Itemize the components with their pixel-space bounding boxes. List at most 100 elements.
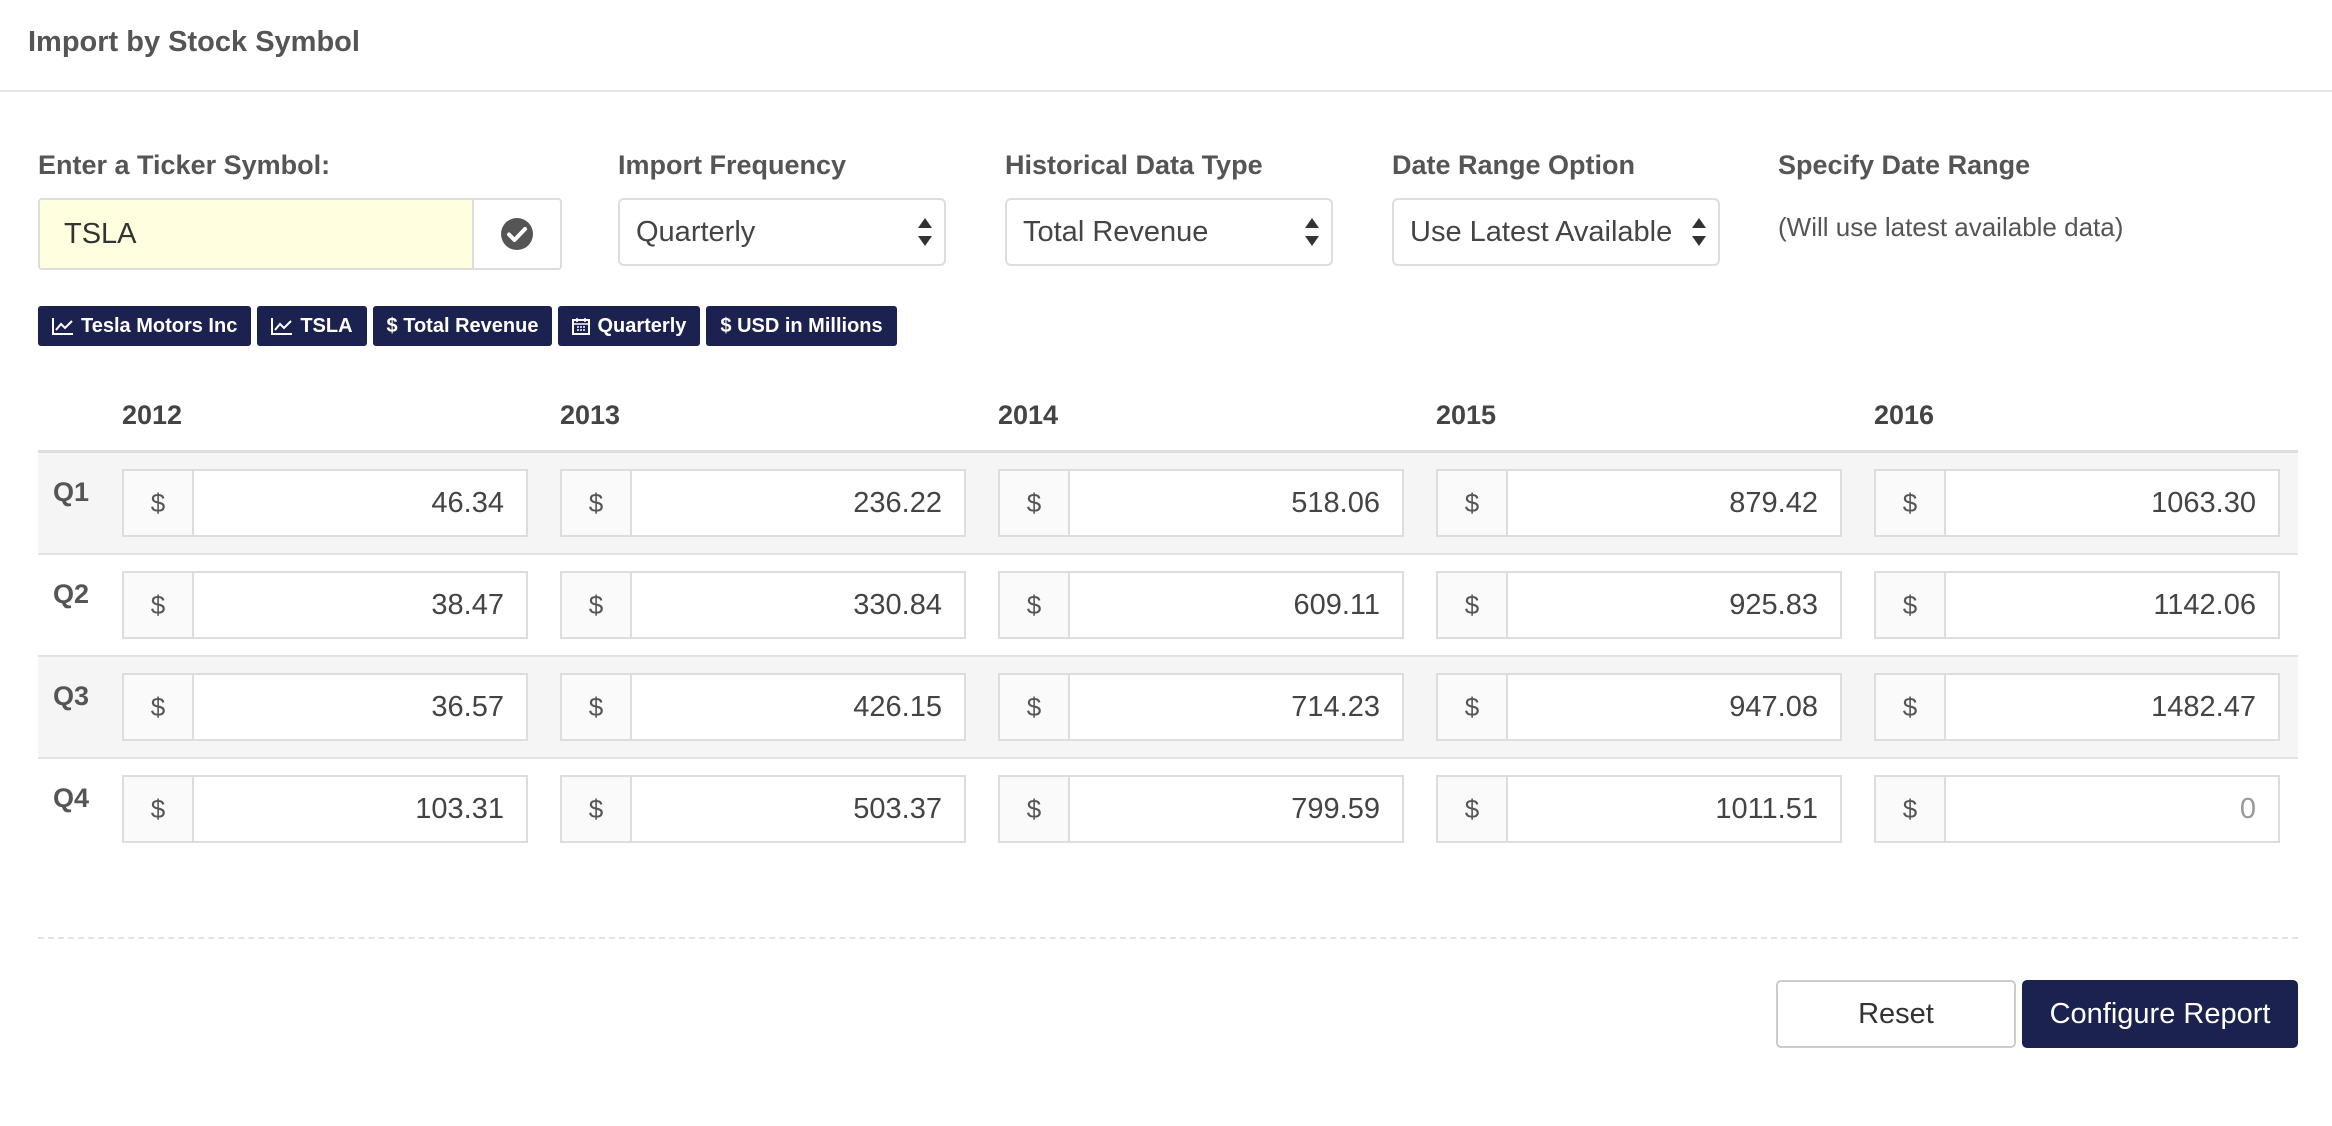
badge-ticker: TSLA — [257, 306, 367, 346]
badge-currency-label: $ USD in Millions — [720, 314, 883, 337]
footer-divider — [38, 937, 2298, 939]
reset-button[interactable]: Reset — [1776, 980, 2016, 1048]
revenue-value[interactable]: 36.57 — [431, 690, 504, 723]
currency-addon: $ — [124, 675, 194, 739]
quarter-label: Q4 — [53, 783, 90, 813]
import-form: Enter a Ticker Symbol: Import Frequency … — [38, 150, 2298, 270]
revenue-value[interactable]: 879.42 — [1729, 486, 1818, 519]
revenue-input[interactable]: $518.06 — [998, 469, 1404, 537]
dialog-header: Import by Stock Symbol — [0, 0, 2332, 92]
currency-addon: $ — [562, 471, 632, 535]
revenue-value[interactable]: 1011.51 — [1715, 792, 1818, 825]
revenue-value[interactable]: 518.06 — [1291, 486, 1380, 519]
revenue-input[interactable]: $714.23 — [998, 673, 1404, 741]
revenue-value[interactable]: 609.11 — [1293, 588, 1380, 621]
badge-frequency-label: Quarterly — [597, 314, 687, 337]
data-type-value: Total Revenue — [1023, 215, 1209, 248]
range-option-group: Date Range Option — [1392, 150, 1635, 181]
revenue-value[interactable]: 46.34 — [431, 486, 504, 519]
revenue-input[interactable]: $609.11 — [998, 571, 1404, 639]
badge-currency: $ USD in Millions — [706, 306, 897, 346]
revenue-input[interactable]: $0 — [1874, 775, 2280, 843]
dialog-title: Import by Stock Symbol — [28, 26, 360, 58]
quarter-label: Q3 — [53, 681, 90, 711]
year-header: 2014 — [998, 400, 1059, 430]
revenue-input[interactable]: $1142.06 — [1874, 571, 2280, 639]
revenue-input[interactable]: $426.15 — [560, 673, 966, 741]
frequency-select[interactable]: Quarterly — [618, 198, 946, 266]
date-range-label: Specify Date Range — [1778, 150, 2031, 180]
currency-addon: $ — [1000, 777, 1070, 841]
date-range-group: Specify Date Range — [1778, 150, 2030, 181]
frequency-label: Import Frequency — [618, 150, 847, 180]
select-arrows-icon — [1305, 218, 1319, 250]
currency-addon: $ — [1438, 777, 1508, 841]
range-option-select[interactable]: Use Latest Available — [1392, 198, 1720, 266]
currency-addon: $ — [1876, 573, 1946, 637]
currency-addon: $ — [1438, 471, 1508, 535]
revenue-value[interactable]: 503.37 — [853, 792, 942, 825]
check-icon[interactable] — [474, 200, 560, 268]
year-header: 2013 — [560, 400, 621, 430]
table-row: Q1 $46.34 $236.22 $518.06 $879.42 $1063.… — [38, 453, 2298, 555]
revenue-input[interactable]: $46.34 — [122, 469, 528, 537]
calendar-icon — [572, 318, 591, 335]
year-header: 2016 — [1874, 400, 1935, 430]
revenue-value[interactable]: 1142.06 — [2153, 588, 2256, 621]
revenue-value[interactable]: 0 — [2239, 792, 2256, 825]
revenue-input[interactable]: $236.22 — [560, 469, 966, 537]
data-type-group: Historical Data Type — [1005, 150, 1263, 181]
revenue-value[interactable]: 925.83 — [1729, 588, 1818, 621]
currency-addon: $ — [1876, 471, 1946, 535]
ticker-field — [38, 198, 562, 270]
ticker-group: Enter a Ticker Symbol: — [38, 150, 330, 181]
currency-addon: $ — [1876, 675, 1946, 739]
currency-addon: $ — [1438, 675, 1508, 739]
revenue-input[interactable]: $1482.47 — [1874, 673, 2280, 741]
range-option-value: Use Latest Available — [1410, 215, 1673, 248]
badge-ticker-label: TSLA — [300, 314, 353, 337]
currency-addon: $ — [1000, 471, 1070, 535]
table-row: Q2 $38.47 $330.84 $609.11 $925.83 $1142.… — [38, 555, 2298, 657]
currency-addon: $ — [124, 777, 194, 841]
revenue-value[interactable]: 1063.30 — [2151, 486, 2256, 519]
revenue-input[interactable]: $1011.51 — [1436, 775, 1842, 843]
date-range-note: (Will use latest available data) — [1778, 212, 2124, 242]
currency-addon: $ — [1000, 573, 1070, 637]
quarter-label: Q2 — [53, 579, 90, 609]
quarter-label: Q1 — [53, 477, 90, 507]
revenue-value[interactable]: 103.31 — [415, 792, 504, 825]
revenue-value[interactable]: 426.15 — [853, 690, 942, 723]
revenue-input[interactable]: $38.47 — [122, 571, 528, 639]
revenue-input[interactable]: $879.42 — [1436, 469, 1842, 537]
revenue-input[interactable]: $330.84 — [560, 571, 966, 639]
revenue-value[interactable]: 1482.47 — [2151, 690, 2256, 723]
table-header-row: 2012 2013 2014 2015 2016 — [38, 384, 2298, 453]
ticker-input[interactable] — [40, 200, 474, 268]
currency-addon: $ — [562, 573, 632, 637]
data-type-select[interactable]: Total Revenue — [1005, 198, 1333, 266]
revenue-input[interactable]: $1063.30 — [1874, 469, 2280, 537]
revenue-input[interactable]: $947.08 — [1436, 673, 1842, 741]
revenue-value[interactable]: 799.59 — [1291, 792, 1380, 825]
currency-addon: $ — [1438, 573, 1508, 637]
badge-data-type-label: $ Total Revenue — [386, 314, 539, 337]
revenue-value[interactable]: 330.84 — [853, 588, 942, 621]
revenue-value[interactable]: 947.08 — [1729, 690, 1818, 723]
year-header: 2015 — [1436, 400, 1497, 430]
table-row: Q4 $103.31 $503.37 $799.59 $1011.51 $0 — [38, 759, 2298, 859]
revenue-input[interactable]: $925.83 — [1436, 571, 1842, 639]
revenue-value[interactable]: 236.22 — [853, 486, 942, 519]
year-header: 2012 — [122, 400, 183, 430]
badge-company-label: Tesla Motors Inc — [81, 314, 238, 337]
revenue-input[interactable]: $799.59 — [998, 775, 1404, 843]
revenue-value[interactable]: 38.47 — [431, 588, 504, 621]
line-chart-icon — [271, 318, 293, 335]
configure-report-button[interactable]: Configure Report — [2022, 980, 2298, 1048]
revenue-value[interactable]: 714.23 — [1291, 690, 1380, 723]
revenue-input[interactable]: $503.37 — [560, 775, 966, 843]
frequency-group: Import Frequency — [618, 150, 846, 181]
revenue-input[interactable]: $36.57 — [122, 673, 528, 741]
currency-addon: $ — [1876, 777, 1946, 841]
revenue-input[interactable]: $103.31 — [122, 775, 528, 843]
